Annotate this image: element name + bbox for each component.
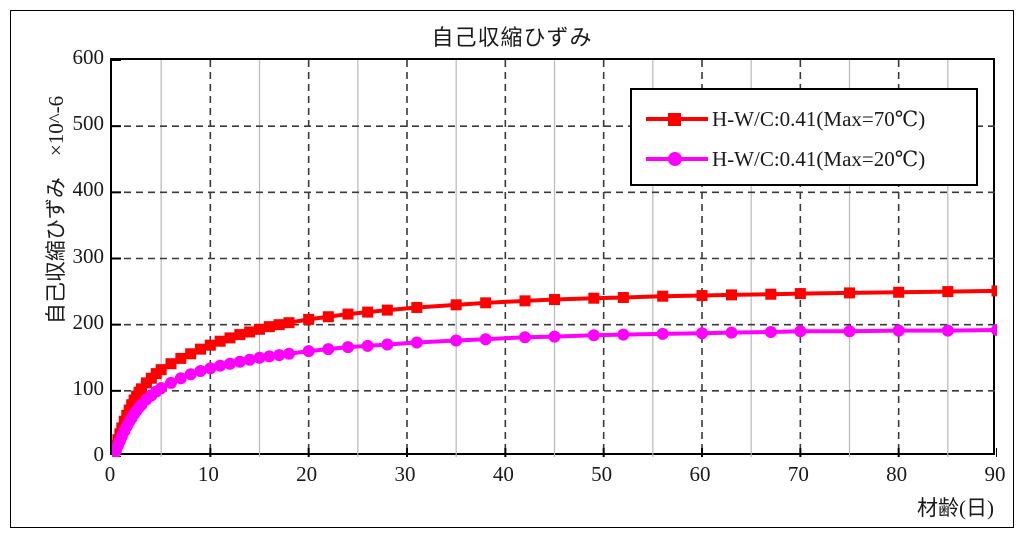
legend-label-1: H-W/C:0.41(Max=20℃) <box>712 146 926 171</box>
y-axis-tick-labels: 0 100 200 300 400 500 600 <box>40 47 105 465</box>
x-tick-label: 20 <box>296 462 318 486</box>
figure-outer-border <box>10 10 1014 528</box>
x-tick-label: 70 <box>787 462 809 486</box>
legend-label-0: H-W/C:0.41(Max=70℃) <box>712 106 926 131</box>
chart-legend: H-W/C:0.41(Max=70℃) H-W/C:0.41(Max=20℃) <box>630 88 978 186</box>
legend-marker-square-icon <box>646 110 708 128</box>
y-tick-label: 300 <box>72 243 105 268</box>
data-layer <box>112 285 997 457</box>
x-axis-title: 材齢(日) <box>917 496 994 520</box>
x-tick-label: 40 <box>492 462 514 486</box>
y-tick-label: 100 <box>72 375 105 400</box>
x-tick-label: 30 <box>394 462 416 486</box>
chart-title: 自己収縮ひずみ <box>431 25 593 50</box>
x-tick-label: 80 <box>886 462 908 486</box>
y-tick-label: 600 <box>72 45 105 69</box>
y-axis-title-wrapper: 自己収縮ひずみ ×10^-6 <box>0 0 68 324</box>
legend-item-1[interactable]: H-W/C:0.41(Max=20℃) <box>646 139 976 179</box>
x-tick-label: 10 <box>197 462 219 486</box>
legend-item-0[interactable]: H-W/C:0.41(Max=70℃) <box>646 99 976 139</box>
x-tick-label: 0 <box>104 462 116 486</box>
y-tick-label: 500 <box>72 111 105 136</box>
y-tick-label: 400 <box>72 177 105 202</box>
x-axis-tick-labels: 0 10 20 30 40 50 60 70 80 90 <box>105 462 1006 492</box>
x-tick-label: 60 <box>689 462 711 486</box>
x-tick-label: 90 <box>984 462 1006 486</box>
y-tick-label: 200 <box>72 309 105 334</box>
legend-marker-circle-icon <box>646 150 708 168</box>
y-axis-title: 自己収縮ひずみ ×10^-6 <box>44 95 68 325</box>
x-tick-label: 50 <box>591 462 613 486</box>
y-tick-label: 0 <box>93 442 105 466</box>
